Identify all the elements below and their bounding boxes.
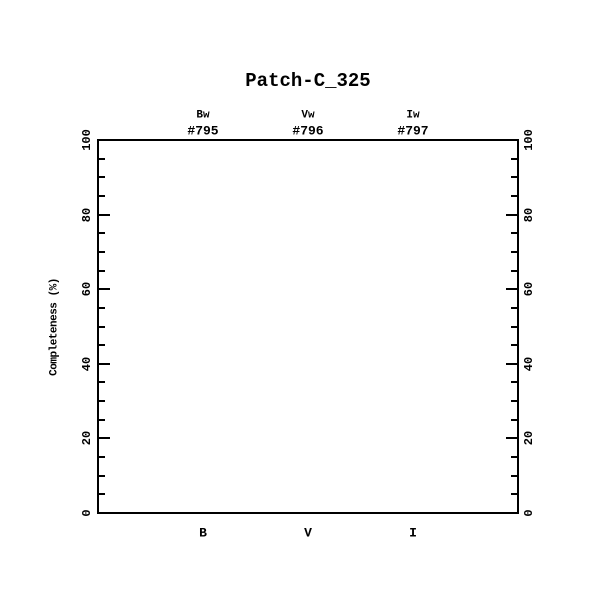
y-axis-tick-left: [99, 400, 105, 402]
y-tick-label-left: 60: [80, 281, 94, 297]
y-tick-label-right: 0: [522, 509, 536, 517]
y-axis-tick-left: [99, 288, 110, 290]
y-axis-tick-right: [511, 400, 517, 402]
y-axis-tick-left: [99, 381, 105, 383]
plot-area: [97, 139, 519, 514]
y-axis-tick-right: [506, 139, 517, 141]
y-axis-tick-right: [511, 456, 517, 458]
y-axis-tick-right: [511, 232, 517, 234]
y-tick-label-left: 40: [80, 356, 94, 372]
y-tick-label-right: 60: [522, 281, 536, 297]
y-tick-label-right: 80: [522, 207, 536, 223]
top-filter-number-label: #795: [187, 123, 219, 139]
top-filter-number-label: #797: [397, 123, 429, 139]
x-category-label: V: [304, 525, 312, 541]
top-filter-number-label: #796: [292, 123, 324, 139]
y-tick-label-left: 100: [80, 129, 94, 151]
y-axis-tick-left: [99, 419, 105, 421]
y-tick-label-right: 20: [522, 430, 536, 446]
y-axis-tick-left: [99, 493, 105, 495]
x-category-label: I: [409, 525, 417, 541]
x-category-label: B: [199, 525, 207, 541]
y-axis-tick-left: [99, 512, 110, 514]
y-axis-tick-right: [511, 475, 517, 477]
y-tick-label-left: 0: [80, 509, 94, 517]
y-axis-tick-right: [511, 176, 517, 178]
top-filter-name-label: Bw: [196, 109, 210, 122]
y-tick-label-right: 40: [522, 356, 536, 372]
y-axis-tick-right: [511, 251, 517, 253]
y-axis-tick-left: [99, 326, 105, 328]
y-tick-label-left: 20: [80, 430, 94, 446]
y-axis-tick-right: [506, 363, 517, 365]
y-axis-tick-left: [99, 437, 110, 439]
y-axis-tick-left: [99, 232, 105, 234]
y-axis-tick-left: [99, 475, 105, 477]
y-axis-tick-left: [99, 363, 110, 365]
top-filter-name-label: Iw: [406, 109, 420, 122]
y-axis-tick-right: [511, 493, 517, 495]
y-axis-tick-right: [511, 344, 517, 346]
y-axis-tick-right: [506, 512, 517, 514]
y-axis-tick-left: [99, 195, 105, 197]
y-axis-tick-right: [511, 326, 517, 328]
y-axis-tick-left: [99, 270, 105, 272]
y-axis-tick-right: [511, 307, 517, 309]
y-axis-tick-right: [506, 437, 517, 439]
y-axis-tick-left: [99, 214, 110, 216]
y-axis-title: Completeness (%): [48, 278, 61, 376]
chart-title: Patch-C_325: [245, 70, 371, 92]
y-tick-label-right: 100: [522, 129, 536, 151]
y-axis-tick-right: [511, 419, 517, 421]
y-axis-tick-left: [99, 158, 105, 160]
y-axis-tick-left: [99, 307, 105, 309]
y-axis-tick-left: [99, 139, 110, 141]
top-filter-name-label: Vw: [301, 109, 315, 122]
y-axis-tick-left: [99, 251, 105, 253]
y-axis-tick-right: [506, 288, 517, 290]
y-axis-tick-right: [511, 381, 517, 383]
y-axis-tick-right: [511, 195, 517, 197]
y-tick-label-left: 80: [80, 207, 94, 223]
y-axis-tick-right: [511, 158, 517, 160]
y-axis-tick-left: [99, 344, 105, 346]
y-axis-tick-right: [506, 214, 517, 216]
y-axis-tick-left: [99, 456, 105, 458]
y-axis-tick-left: [99, 176, 105, 178]
y-axis-tick-right: [511, 270, 517, 272]
